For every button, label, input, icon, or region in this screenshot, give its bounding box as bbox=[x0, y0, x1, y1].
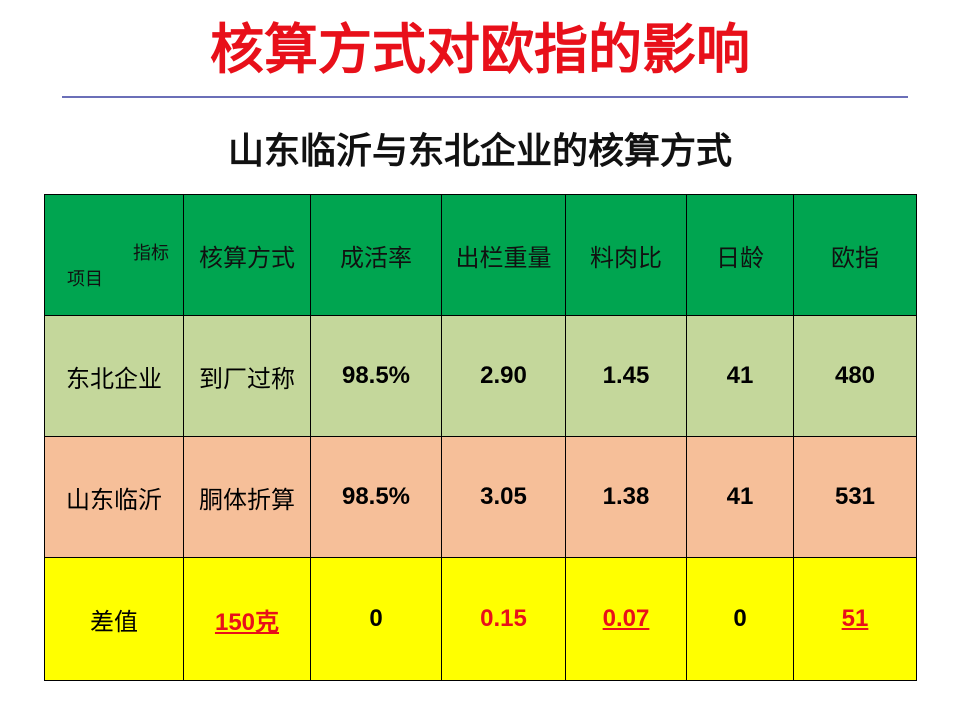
cell-age-days: 41 bbox=[686, 436, 794, 558]
corner-cell: 指标 项目 bbox=[44, 194, 184, 316]
row-label: 差值 bbox=[44, 557, 184, 681]
corner-label-indicator: 指标 bbox=[133, 243, 169, 264]
cell-method: 到厂过称 bbox=[183, 315, 311, 437]
table-row-shandong: 山东临沂 胴体折算 98.5% 3.05 1.38 41 531 bbox=[44, 436, 917, 558]
table-row-difference: 差值 150克 0 0.15 0.07 0 51 bbox=[44, 557, 917, 681]
cell-method-diff: 150克 bbox=[183, 557, 311, 681]
row-label: 山东临沂 bbox=[44, 436, 184, 558]
header-method: 核算方式 bbox=[183, 194, 311, 316]
table-row-northeast: 东北企业 到厂过称 98.5% 2.90 1.45 41 480 bbox=[44, 315, 917, 437]
cell-feed-ratio-diff: 0.07 bbox=[565, 557, 687, 681]
comparison-table: 指标 项目 核算方式 成活率 出栏重量 料肉比 日龄 欧指 东北企业 到厂过称 … bbox=[44, 194, 917, 681]
corner-label-item: 项目 bbox=[67, 269, 103, 290]
cell-survival-rate-diff: 0 bbox=[310, 557, 442, 681]
page-title: 核算方式对欧指的影响 bbox=[210, 18, 750, 81]
title-divider bbox=[62, 96, 908, 98]
cell-market-weight: 2.90 bbox=[441, 315, 566, 437]
cell-market-weight: 3.05 bbox=[441, 436, 566, 558]
cell-survival-rate: 98.5% bbox=[310, 436, 442, 558]
header-euro-index: 欧指 bbox=[793, 194, 917, 316]
cell-age-days: 41 bbox=[686, 315, 794, 437]
cell-feed-ratio: 1.38 bbox=[565, 436, 687, 558]
cell-method: 胴体折算 bbox=[183, 436, 311, 558]
cell-euro-index: 480 bbox=[793, 315, 917, 437]
cell-age-days-diff: 0 bbox=[686, 557, 794, 681]
header-age-days: 日龄 bbox=[686, 194, 794, 316]
header-market-weight: 出栏重量 bbox=[441, 194, 566, 316]
cell-feed-ratio: 1.45 bbox=[565, 315, 687, 437]
cell-survival-rate: 98.5% bbox=[310, 315, 442, 437]
cell-market-weight-diff: 0.15 bbox=[441, 557, 566, 681]
page-subtitle: 山东临沂与东北企业的核算方式 bbox=[227, 131, 732, 172]
table-header-row: 指标 项目 核算方式 成活率 出栏重量 料肉比 日龄 欧指 bbox=[44, 194, 917, 316]
header-survival-rate: 成活率 bbox=[310, 194, 442, 316]
header-feed-ratio: 料肉比 bbox=[565, 194, 687, 316]
cell-euro-index: 531 bbox=[793, 436, 917, 558]
cell-euro-index-diff: 51 bbox=[793, 557, 917, 681]
row-label: 东北企业 bbox=[44, 315, 184, 437]
